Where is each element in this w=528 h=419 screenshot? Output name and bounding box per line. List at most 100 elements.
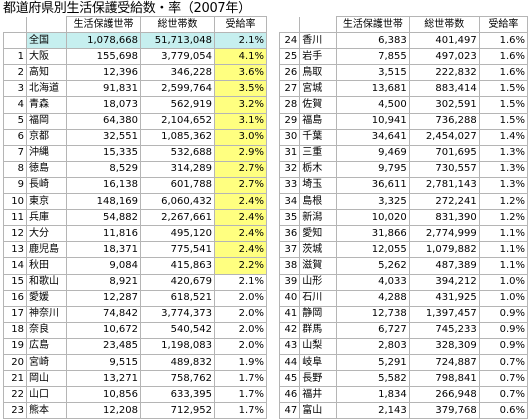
- households-value: 5,291: [335, 353, 410, 372]
- table-row: 43 山梨 2,803 328,309 0.9%: [278, 337, 528, 355]
- total-households-value: 1,079,882: [408, 241, 480, 259]
- prefecture-name: 熊本: [26, 402, 67, 419]
- prefecture-name: 高知: [26, 64, 67, 82]
- prefecture-name: 福岡: [26, 112, 67, 130]
- prefecture-name: 愛知: [299, 225, 337, 243]
- table-row: 13 鹿児島 18,371 775,541 2.4%: [3, 241, 267, 259]
- table-row: 26 鳥取 3,515 222,832 1.6%: [278, 64, 528, 82]
- households-value: 5,582: [335, 370, 410, 388]
- rate-value: 3.5%: [214, 80, 267, 98]
- table-row: 31 三重 9,469 701,695 1.3%: [278, 144, 528, 162]
- row-index: 30: [278, 128, 301, 146]
- table-row: 34 島根 3,325 272,241 1.2%: [278, 193, 528, 211]
- households-value: 9,084: [66, 257, 141, 275]
- table-row: 19 広島 23,485 1,198,083 2.0%: [3, 337, 267, 355]
- row-index: 1: [3, 48, 27, 66]
- rate-value: 3.2%: [214, 96, 267, 114]
- rate-value: 0.6%: [478, 402, 528, 419]
- table-row: 9 長崎 16,138 601,788 2.7%: [3, 176, 267, 195]
- prefecture-name: 青森: [26, 96, 67, 114]
- households-value: 9,795: [335, 160, 410, 178]
- households-value: 12,396: [66, 64, 141, 82]
- rate-value: 2.4%: [214, 225, 267, 243]
- row-index: 34: [278, 193, 301, 211]
- prefecture-name: 鹿児島: [26, 241, 67, 259]
- prefecture-name: 佐賀: [299, 96, 337, 114]
- table-row: 27 宮城 13,681 883,414 1.5%: [278, 80, 528, 98]
- households-value: 1,078,668: [66, 32, 141, 50]
- rate-value: 4.1%: [214, 48, 267, 66]
- households-value: 9,469: [335, 144, 410, 162]
- row-index: 5: [3, 112, 27, 130]
- total-households-value: 831,390: [408, 209, 480, 227]
- total-row: 全国 1,078,668 51,713,048 2.1%: [3, 32, 267, 50]
- row-index: 35: [278, 209, 301, 227]
- total-households-value: 562,919: [140, 96, 215, 114]
- table-row: 45 長野 5,582 798,841 0.7%: [278, 370, 528, 388]
- rate-value: 2.7%: [214, 160, 267, 178]
- row-index: 46: [278, 386, 301, 404]
- row-index: 9: [3, 176, 27, 195]
- total-households-value: 272,241: [408, 193, 480, 211]
- households-value: 91,831: [66, 80, 141, 98]
- table-row: 32 栃木 9,795 730,557 1.3%: [278, 160, 528, 178]
- total-households-value: 2,774,999: [408, 225, 480, 243]
- total-households-value: 532,688: [140, 144, 215, 162]
- total-households-value: 487,389: [408, 257, 480, 275]
- prefecture-name: 愛媛: [26, 289, 67, 307]
- table-row: 15 和歌山 8,921 420,679 2.1%: [3, 273, 267, 291]
- households-value: 3,325: [335, 193, 410, 211]
- prefecture-name: 岩手: [299, 48, 337, 66]
- total-households-value: 2,781,143: [408, 176, 480, 195]
- row-index: 42: [278, 321, 301, 339]
- prefecture-name: 埼玉: [299, 176, 337, 195]
- total-households-value: 2,267,661: [140, 209, 215, 227]
- rate-value: 1.1%: [478, 241, 528, 259]
- row-index: 26: [278, 64, 301, 82]
- spreadsheet-page: 都道府県別生活保護受給数・率（2007年） 生活保護世帯 総世帯数 受給率 全国…: [3, 1, 528, 419]
- prefecture-name: 山形: [299, 273, 337, 291]
- prefecture-name: 京都: [26, 128, 67, 146]
- rate-value: 1.0%: [478, 289, 528, 307]
- households-value: 16,138: [66, 176, 141, 195]
- table-row: 33 埼玉 36,611 2,781,143 1.3%: [278, 176, 528, 195]
- prefecture-name: 新潟: [299, 209, 337, 227]
- prefecture-name: 徳島: [26, 160, 67, 178]
- rate-value: 1.1%: [478, 257, 528, 275]
- households-value: 6,383: [335, 32, 410, 50]
- total-households-value: 266,948: [408, 386, 480, 404]
- table-row: 5 福岡 64,380 2,104,652 3.1%: [3, 112, 267, 130]
- households-value: 9,515: [66, 353, 141, 372]
- table-row: 7 沖縄 15,335 532,688 2.9%: [3, 144, 267, 162]
- rate-value: 1.3%: [478, 144, 528, 162]
- rate-value: 1.2%: [478, 193, 528, 211]
- table-row: 23 熊本 12,208 712,952 1.7%: [3, 402, 267, 419]
- prefecture-name: 沖縄: [26, 144, 67, 162]
- header-blank: [3, 16, 27, 34]
- total-households-value: 401,497: [408, 32, 480, 50]
- prefecture-name: 秋田: [26, 257, 67, 275]
- rate-value: 1.7%: [214, 370, 267, 388]
- households-value: 36,611: [335, 176, 410, 195]
- rate-value: 2.0%: [214, 337, 267, 355]
- total-households-value: 2,454,027: [408, 128, 480, 146]
- total-households-value: 420,679: [140, 273, 215, 291]
- total-households-value: 736,288: [408, 112, 480, 130]
- row-index: 43: [278, 337, 301, 355]
- row-index: 27: [278, 80, 301, 98]
- households-value: 15,335: [66, 144, 141, 162]
- households-value: 10,672: [66, 321, 141, 339]
- rate-value: 0.7%: [478, 386, 528, 404]
- prefecture-name: 福島: [299, 112, 337, 130]
- rate-value: 3.0%: [214, 128, 267, 146]
- header-households: 生活保護世帯: [66, 15, 141, 34]
- prefecture-name: 長崎: [26, 176, 67, 195]
- row-index: 18: [3, 321, 27, 339]
- row-index: [3, 32, 27, 50]
- rate-value: 0.9%: [478, 305, 528, 323]
- households-value: 10,020: [335, 209, 410, 227]
- row-index: 47: [278, 402, 301, 419]
- total-households-value: 497,023: [408, 48, 480, 66]
- table-row: 39 山形 4,033 394,212 1.0%: [278, 273, 528, 291]
- total-households-value: 3,779,054: [140, 48, 215, 66]
